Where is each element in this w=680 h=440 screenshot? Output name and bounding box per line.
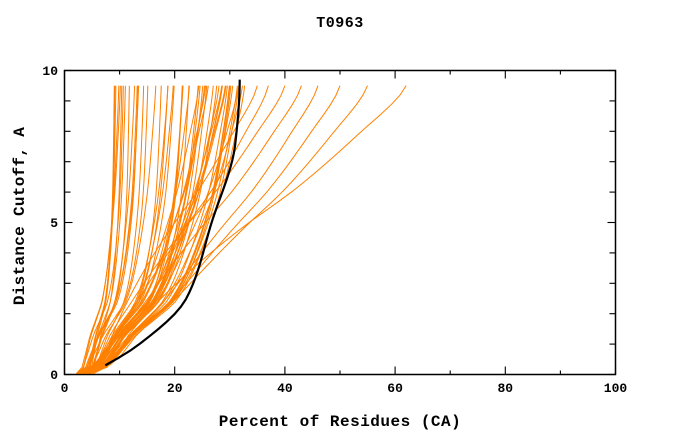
svg-text:0: 0 [50, 368, 58, 383]
svg-text:60: 60 [387, 381, 403, 396]
svg-text:0: 0 [61, 381, 69, 396]
svg-text:20: 20 [167, 381, 183, 396]
svg-text:10: 10 [42, 64, 58, 79]
svg-text:100: 100 [604, 381, 628, 396]
svg-text:80: 80 [497, 381, 513, 396]
svg-text:5: 5 [50, 216, 58, 231]
svg-text:40: 40 [277, 381, 293, 396]
